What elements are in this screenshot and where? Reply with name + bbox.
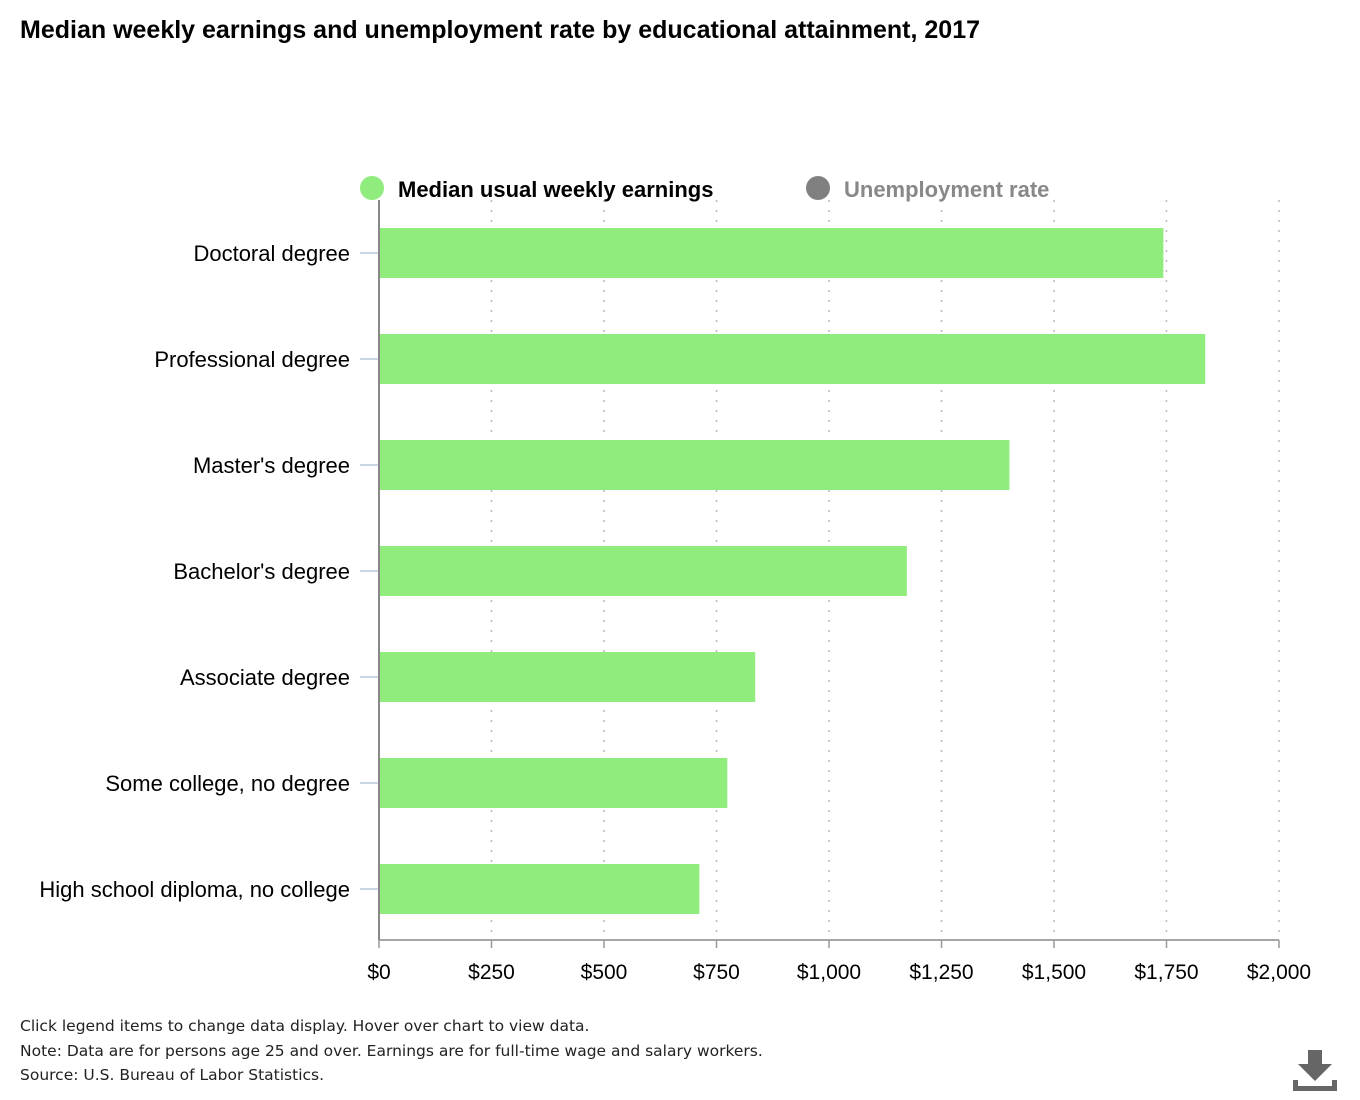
chart-title: Median weekly earnings and unemployment … <box>20 16 980 44</box>
category-label: High school diploma, no college <box>39 877 350 902</box>
x-tick-label: $750 <box>693 961 740 984</box>
bar-bachelor-s-degree[interactable] <box>379 546 907 596</box>
bar-doctoral-degree[interactable] <box>379 228 1164 278</box>
category-label: Associate degree <box>180 665 350 690</box>
footer-instructions: Click legend items to change data displa… <box>20 1017 590 1035</box>
category-label: Master's degree <box>193 453 350 478</box>
legend-marker[interactable] <box>806 176 830 200</box>
footer-note: Note: Data are for persons age 25 and ov… <box>20 1042 763 1060</box>
legend-item-earnings[interactable]: Median usual weekly earnings <box>398 177 713 202</box>
category-label: Bachelor's degree <box>173 559 350 584</box>
x-tick-label: $1,000 <box>797 961 861 984</box>
x-tick-label: $1,750 <box>1134 961 1198 984</box>
bar-high-school-diploma-no-college[interactable] <box>379 864 700 914</box>
x-tick-label: $500 <box>581 961 628 984</box>
bar-some-college-no-degree[interactable] <box>379 758 728 808</box>
legend-marker[interactable] <box>360 176 384 200</box>
bar-master-s-degree[interactable] <box>379 440 1010 490</box>
x-tick-label: $0 <box>367 961 390 984</box>
bar-professional-degree[interactable] <box>379 334 1206 384</box>
x-tick-label: $1,500 <box>1022 961 1086 984</box>
footer-source: Source: U.S. Bureau of Labor Statistics. <box>20 1066 325 1084</box>
legend-item-unemployment[interactable]: Unemployment rate <box>844 177 1049 202</box>
category-label: Professional degree <box>154 347 350 372</box>
x-tick-label: $2,000 <box>1247 961 1311 984</box>
download-icon[interactable] <box>1292 1048 1338 1094</box>
category-label: Doctoral degree <box>193 241 350 266</box>
x-tick-label: $250 <box>468 961 515 984</box>
bar-chart[interactable]: Doctoral degree Professional degree Master… <box>0 0 1360 1010</box>
bar-associate-degree[interactable] <box>379 652 756 702</box>
x-tick-label: $1,250 <box>909 961 973 984</box>
category-label: Some college, no degree <box>105 771 350 796</box>
